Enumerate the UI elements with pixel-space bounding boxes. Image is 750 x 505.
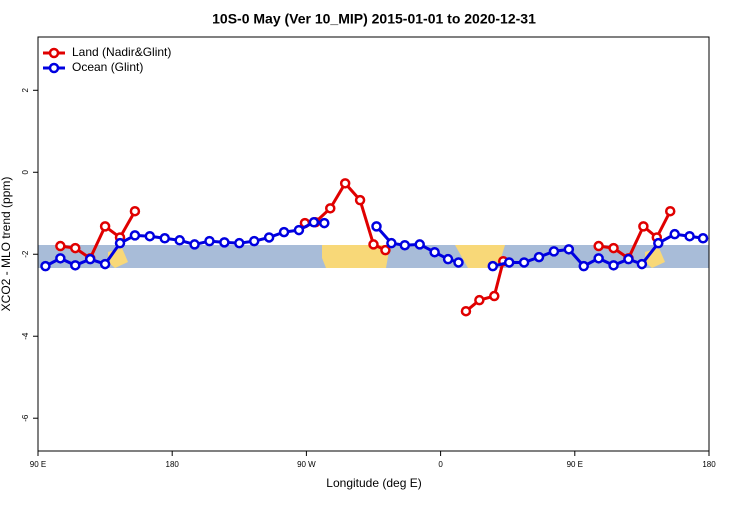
data-point <box>638 221 649 232</box>
data-point <box>623 253 634 265</box>
data-point <box>368 239 379 250</box>
data-point <box>429 246 440 258</box>
legend-label: Ocean (Glint) <box>72 60 143 74</box>
x-tick-label: 0 <box>438 460 443 469</box>
data-point <box>40 260 51 272</box>
y-tick-label: 2 <box>21 88 30 93</box>
data-point <box>339 178 351 189</box>
data-point <box>697 233 709 244</box>
data-point <box>608 242 619 254</box>
data-point <box>189 239 200 250</box>
data-point <box>453 257 464 268</box>
data-point <box>84 253 96 265</box>
data-point <box>55 253 66 264</box>
data-point <box>669 228 680 240</box>
data-point <box>563 244 575 255</box>
data-point <box>664 205 676 217</box>
legend-label: Land (Nadir&Glint) <box>72 45 171 59</box>
data-point <box>319 217 330 229</box>
data-point <box>653 237 664 249</box>
data-point <box>371 221 382 232</box>
y-tick-label: -2 <box>21 250 30 258</box>
data-point <box>386 237 397 249</box>
legend-marker <box>48 62 60 74</box>
data-point <box>308 217 320 228</box>
data-point <box>70 242 81 254</box>
y-tick-label: 0 <box>21 169 30 174</box>
data-point <box>248 235 260 247</box>
data-point <box>414 239 425 250</box>
data-point <box>129 230 141 241</box>
data-point <box>578 260 589 272</box>
legend-marker <box>48 47 60 59</box>
data-point <box>518 257 530 268</box>
x-tick-label: 90 W <box>297 460 316 469</box>
data-point <box>325 203 336 214</box>
x-tick-label: 180 <box>702 460 716 469</box>
x-axis-label: Longitude (deg E) <box>326 476 421 490</box>
data-point <box>204 235 215 247</box>
data-point <box>159 233 170 244</box>
data-point <box>487 260 499 272</box>
data-point <box>489 290 500 302</box>
data-point <box>129 205 141 217</box>
data-point <box>234 237 245 249</box>
data-point <box>593 240 604 252</box>
data-point <box>380 244 391 256</box>
data-point <box>70 260 81 271</box>
data-point <box>474 294 485 306</box>
data-point <box>533 251 545 263</box>
x-tick-label: 90 E <box>30 460 46 469</box>
data-point <box>548 246 560 257</box>
data-point <box>636 258 648 270</box>
data-point <box>55 240 66 252</box>
data-point <box>99 221 111 232</box>
data-point <box>442 253 454 265</box>
y-tick-label: -4 <box>21 332 30 340</box>
y-tick-label: -6 <box>21 414 30 422</box>
x-tick-label: 90 E <box>567 460 583 469</box>
data-point <box>354 194 366 206</box>
data-point <box>460 305 472 317</box>
data-point <box>608 260 619 271</box>
data-point <box>99 258 111 270</box>
data-point <box>593 253 604 264</box>
data-point <box>503 257 515 268</box>
data-point <box>174 235 185 246</box>
data-point <box>399 239 411 251</box>
plot-frame <box>37 36 710 452</box>
data-point <box>144 230 156 242</box>
data-point <box>219 237 230 248</box>
data-point <box>684 230 695 242</box>
chart-title: 10S-0 May (Ver 10_MIP) 2015-01-01 to 202… <box>212 11 536 27</box>
data-point <box>263 232 275 243</box>
map-band <box>38 245 709 268</box>
y-axis-label: XCO2 - MLO trend (ppm) <box>0 177 13 312</box>
data-point <box>293 224 305 236</box>
x-tick-label: 180 <box>166 460 180 469</box>
data-point <box>278 226 290 238</box>
data-point <box>114 237 126 249</box>
